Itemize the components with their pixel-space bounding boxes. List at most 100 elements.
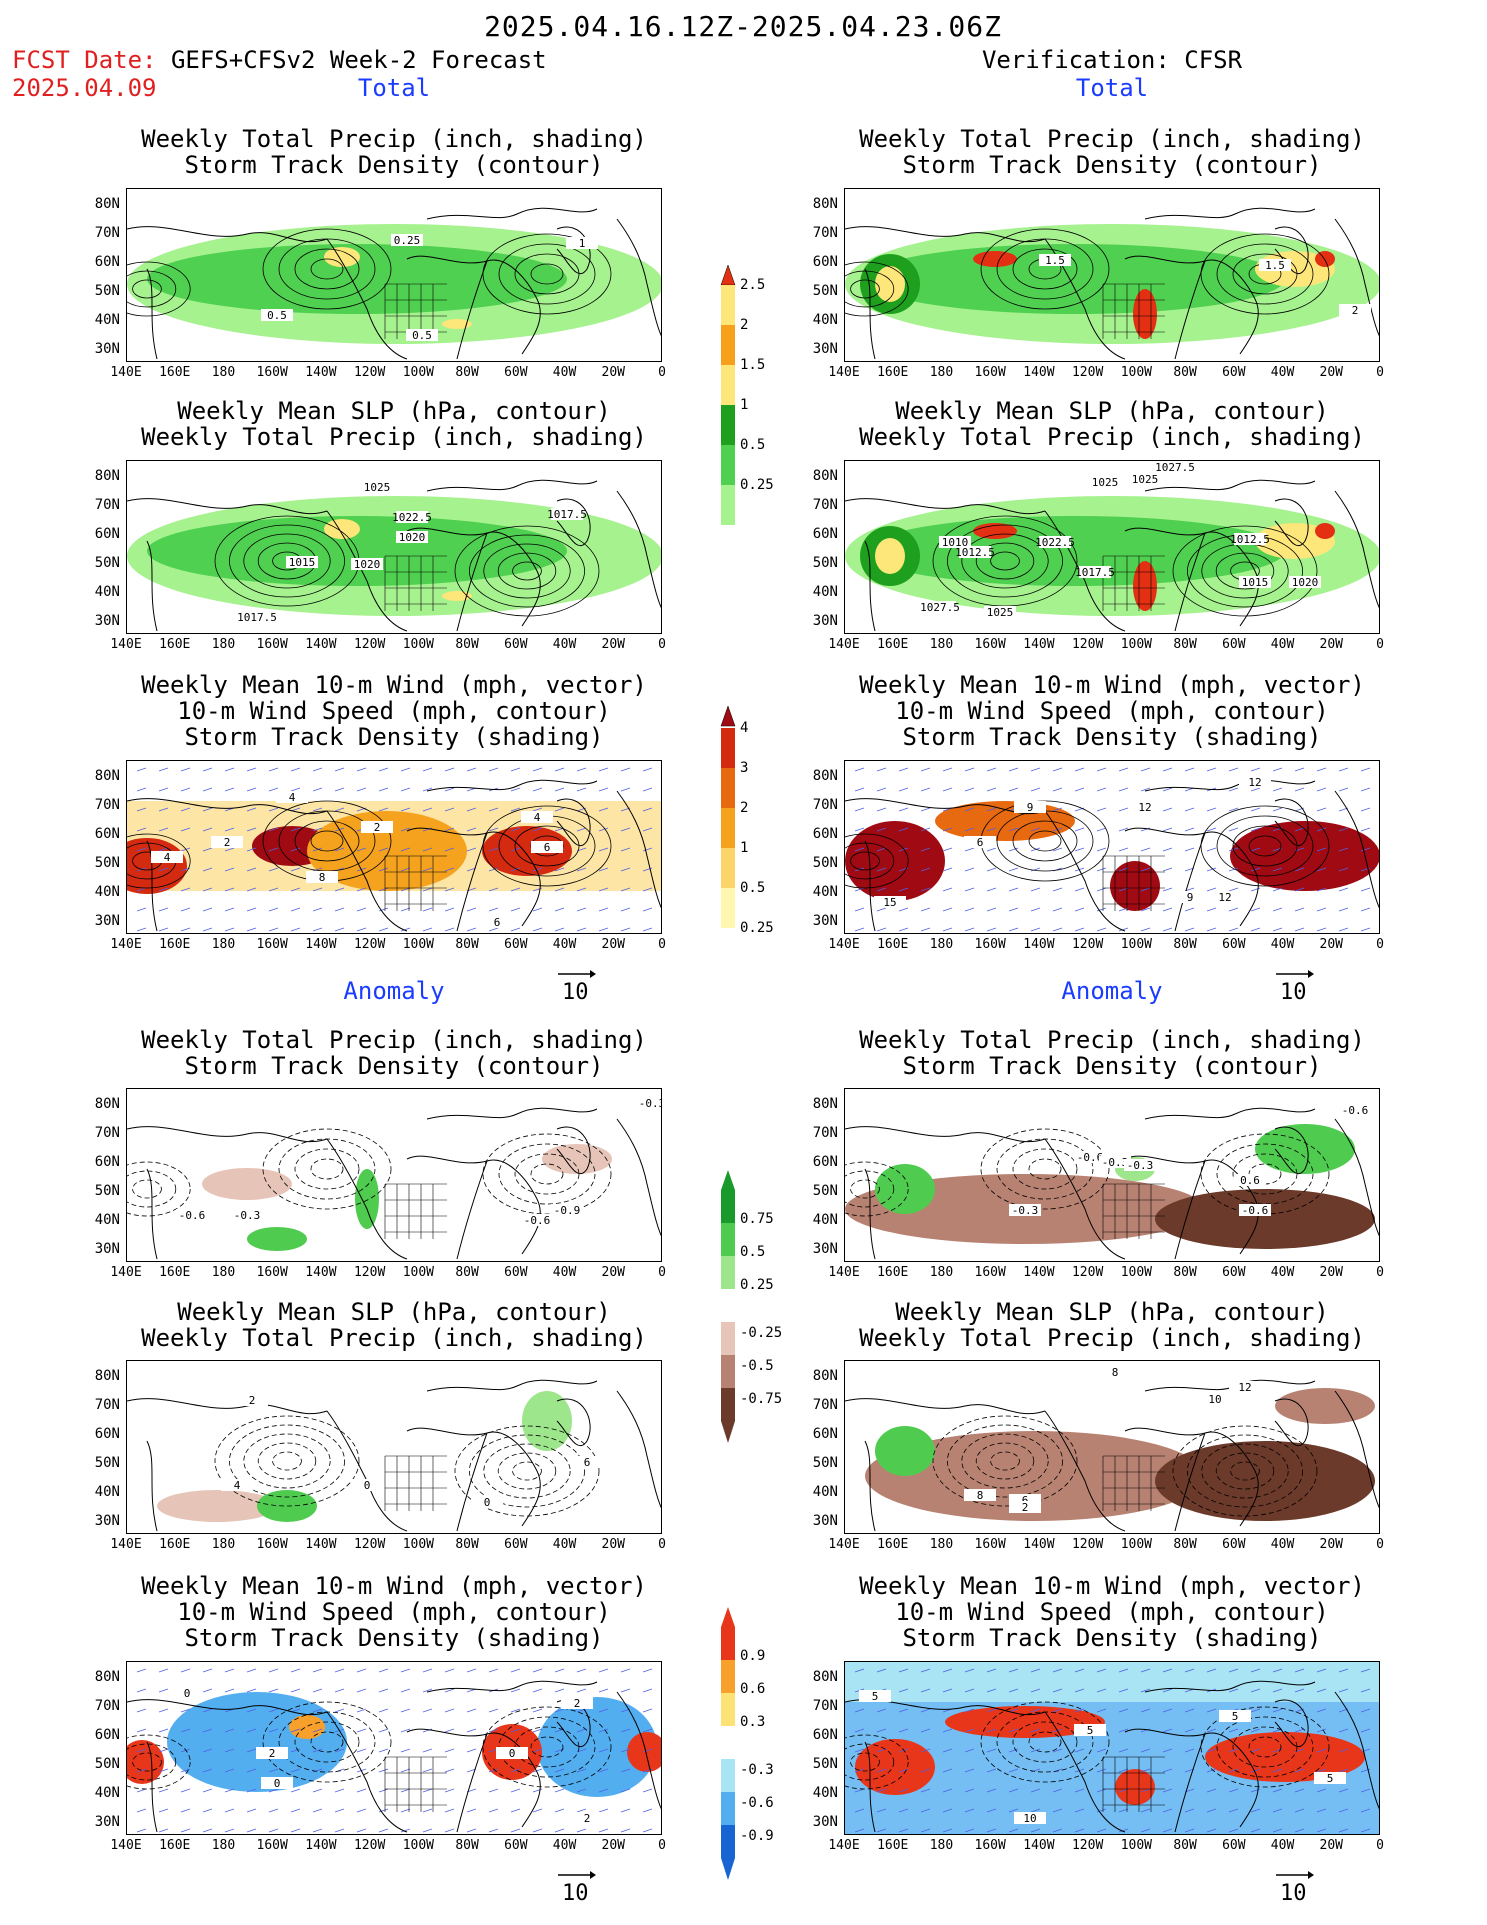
wind-vector (576, 887, 587, 892)
wind-vector (920, 1828, 931, 1833)
wind-vector (1272, 1688, 1283, 1693)
coastline (845, 1126, 1046, 1143)
contour-line (294, 248, 360, 290)
wind-vector (1162, 1668, 1173, 1673)
wind-vector (576, 1688, 587, 1693)
wind-vector (1096, 1668, 1107, 1673)
wind-vector (158, 1688, 169, 1693)
wind-vector (158, 827, 169, 832)
contour-line (1012, 1721, 1078, 1763)
lon-tick-label: 20W (1319, 1265, 1344, 1280)
contour-label-bg (566, 237, 598, 249)
lon-tick-label: 100W (402, 365, 435, 380)
wind-vector (1228, 1828, 1239, 1833)
wind-vector (854, 1708, 865, 1713)
wind-vector (986, 927, 997, 932)
colorbar-swatch (721, 325, 735, 365)
coastline (406, 1427, 541, 1527)
wind-vector (554, 1708, 565, 1713)
contour-line (294, 1721, 360, 1763)
contour-label-bg (939, 536, 971, 548)
lon-tick-label: 20W (601, 937, 626, 952)
wind-vector (1250, 787, 1261, 792)
precip-max (1133, 289, 1157, 339)
lon-tick-label: 100W (1120, 1265, 1153, 1280)
lon-tick-label: 120W (353, 1838, 386, 1853)
wind-vector (1074, 1688, 1085, 1693)
wind-vector (1096, 807, 1107, 812)
wind-vector (1030, 1668, 1041, 1673)
wind-vector (422, 1768, 433, 1773)
wind-vector (158, 1668, 169, 1673)
contour-label-bg (959, 546, 991, 558)
lon-tick-label: 180 (929, 1537, 954, 1552)
wind-vector (1140, 1788, 1151, 1793)
contour-label: -0.6 (1242, 1204, 1269, 1217)
coastline (406, 527, 541, 627)
wind-vector (136, 767, 147, 772)
coastline (406, 1728, 541, 1828)
wind-vector (422, 1688, 433, 1693)
lat-tick-label: 30N (812, 1513, 838, 1529)
wind-vector (1360, 1728, 1371, 1733)
coastline (1124, 527, 1259, 627)
coastline (456, 832, 488, 932)
contour-label-bg (396, 511, 428, 523)
panel-title-line: Weekly Total Precip (inch, shading) (859, 1026, 1365, 1054)
panel-title-line: Weekly Total Precip (inch, shading) (859, 423, 1365, 451)
contour-label: 0 (509, 1747, 516, 1760)
wind-vector (136, 1788, 147, 1793)
wind-vector (1118, 1828, 1129, 1833)
lon-tick-label: 0 (1376, 1537, 1384, 1552)
wind-vector (510, 1808, 521, 1813)
wind-vector (312, 787, 323, 792)
wind-vector (268, 907, 279, 912)
wind-vector (942, 1668, 953, 1673)
wind-vector (1316, 907, 1327, 912)
wind-vector (620, 1788, 631, 1793)
coastline (1334, 790, 1379, 909)
coastline (556, 1126, 591, 1175)
lon-tick-label: 180 (929, 1838, 954, 1853)
wind-vector (554, 927, 565, 932)
lat-tick-label: 70N (812, 225, 838, 241)
lon-tick-label: 40W (552, 1265, 577, 1280)
wind-vector (268, 767, 279, 772)
wind-vector (1228, 1688, 1239, 1693)
contour-label-bg (1089, 476, 1121, 488)
wind-vector (1052, 1788, 1063, 1793)
lat-tick-label: 80N (94, 468, 120, 484)
contour-line (214, 1415, 360, 1507)
wind-vector (620, 767, 631, 772)
wind-vector (422, 907, 433, 912)
lat-tick-label: 40N (812, 1484, 838, 1500)
wind-vector (1272, 807, 1283, 812)
lat-tick-label: 80N (812, 196, 838, 212)
wind-vector (180, 847, 191, 852)
wind-vector (1118, 927, 1129, 932)
wind-vector (158, 1828, 169, 1833)
lon-tick-label: 40W (1270, 1265, 1295, 1280)
contour-label-bg (924, 601, 956, 613)
wind-vector (1184, 847, 1195, 852)
wind-vector (1052, 887, 1063, 892)
wind-vector (576, 1728, 587, 1733)
wind-vector (1074, 1668, 1085, 1673)
wind-vector (268, 827, 279, 832)
coastline (426, 1680, 598, 1693)
lon-tick-label: 0 (1376, 365, 1384, 380)
wind-vector (224, 1828, 235, 1833)
lon-tick-label: 140E (110, 1537, 142, 1552)
panel-title-ve-tot-precip: Weekly Total Precip (inch, shading) Storm… (859, 126, 1365, 178)
contour-label-bg (361, 481, 393, 493)
wind-vector (1316, 1688, 1327, 1693)
lat-tick-label: 40N (94, 884, 120, 900)
contour-label-bg (241, 611, 273, 623)
lon-tick-label: 20W (1319, 365, 1344, 380)
coastline (864, 268, 876, 360)
panel-title-line: Weekly Total Precip (inch, shading) (859, 125, 1365, 153)
contour-line (483, 543, 571, 599)
wind-vector (554, 1828, 565, 1833)
wind-vector (876, 1668, 887, 1673)
wind-vector (224, 1808, 235, 1813)
